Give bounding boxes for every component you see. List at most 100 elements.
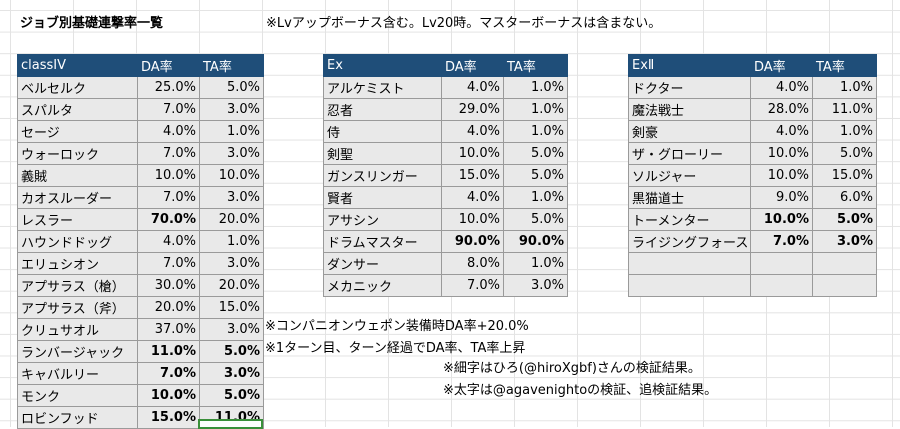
da-rate-cell[interactable]: 8.0% [441,252,504,275]
da-rate-cell[interactable]: 7.0% [441,274,504,297]
da-rate-cell[interactable]: 7.0% [137,252,200,275]
job-name-cell[interactable]: キャバルリー [17,362,138,385]
job-name-cell[interactable]: アプサラス（斧） [17,296,138,319]
ta-rate-cell[interactable]: 5.0% [199,384,264,407]
ta-rate-cell[interactable]: 1.0% [503,120,568,143]
job-name-cell[interactable]: アプサラス（槍） [17,274,138,297]
job-name-cell[interactable]: アサシン [323,208,442,231]
job-name-cell[interactable]: ガンスリンガー [323,164,442,187]
ta-rate-cell[interactable]: 5.0% [199,340,264,363]
ta-rate-cell[interactable]: 1.0% [199,230,264,253]
ta-rate-cell[interactable]: 3.0% [199,362,264,385]
job-name-cell[interactable]: モンク [17,384,138,407]
ta-rate-cell[interactable]: 3.0% [503,274,568,297]
ta-rate-cell[interactable]: 3.0% [199,318,264,341]
job-name-cell[interactable]: ランバージャック [17,340,138,363]
job-name-cell[interactable]: セージ [17,120,138,143]
ta-rate-cell[interactable]: 5.0% [503,208,568,231]
ta-rate-cell[interactable]: 3.0% [199,98,264,121]
ta-rate-cell[interactable]: 3.0% [812,230,877,253]
da-rate-cell[interactable]: 7.0% [137,362,200,385]
job-name-cell[interactable]: ウォーロック [17,142,138,165]
ta-rate-cell[interactable]: 5.0% [503,164,568,187]
job-name-cell[interactable]: ライジングフォース [628,230,751,253]
ta-rate-cell[interactable]: 1.0% [199,120,264,143]
ta-rate-cell[interactable]: 1.0% [503,252,568,275]
job-name-cell[interactable]: ソルジャー [628,164,751,187]
ta-rate-cell[interactable]: 90.0% [503,230,568,253]
job-name-cell[interactable]: アルケミスト [323,76,442,99]
da-rate-cell[interactable]: 4.0% [441,76,504,99]
da-rate-cell[interactable]: 10.0% [750,208,813,231]
job-name-cell[interactable]: メカニック [323,274,442,297]
da-rate-cell[interactable]: 11.0% [137,340,200,363]
job-name-cell[interactable]: トーメンター [628,208,751,231]
job-name-cell[interactable]: ザ・グローリー [628,142,751,165]
da-rate-cell[interactable]: 9.0% [750,186,813,209]
da-rate-cell[interactable]: 25.0% [137,76,200,99]
job-name-cell[interactable]: レスラー [17,208,138,231]
ta-rate-cell[interactable]: 5.0% [812,142,877,165]
job-name-cell[interactable] [628,252,751,275]
job-name-cell[interactable]: 義賊 [17,164,138,187]
header-da[interactable]: DA率 [137,54,200,77]
da-rate-cell[interactable]: 10.0% [750,164,813,187]
header-job[interactable]: Ex [323,54,442,77]
ta-rate-cell[interactable]: 1.0% [812,120,877,143]
job-name-cell[interactable]: ドラムマスター [323,230,442,253]
job-name-cell[interactable]: 剣豪 [628,120,751,143]
da-rate-cell[interactable]: 30.0% [137,274,200,297]
ta-rate-cell[interactable]: 5.0% [503,142,568,165]
job-name-cell[interactable]: エリュシオン [17,252,138,275]
da-rate-cell[interactable]: 4.0% [441,120,504,143]
da-rate-cell[interactable]: 4.0% [441,186,504,209]
da-rate-cell[interactable]: 10.0% [137,164,200,187]
header-ta[interactable]: TA率 [199,54,264,77]
ta-rate-cell[interactable]: 5.0% [199,76,264,99]
job-name-cell[interactable]: ベルセルク [17,76,138,99]
da-rate-cell[interactable]: 70.0% [137,208,200,231]
da-rate-cell[interactable]: 28.0% [750,98,813,121]
da-rate-cell[interactable]: 20.0% [137,296,200,319]
da-rate-cell[interactable]: 4.0% [750,76,813,99]
job-name-cell[interactable]: 賢者 [323,186,442,209]
ta-rate-cell[interactable]: 3.0% [199,142,264,165]
da-rate-cell[interactable]: 10.0% [441,142,504,165]
header-job[interactable]: classIV [17,54,138,77]
da-rate-cell[interactable]: 29.0% [441,98,504,121]
ta-rate-cell[interactable]: 10.0% [199,164,264,187]
job-name-cell[interactable]: ロビンフッド [17,406,138,429]
da-rate-cell[interactable] [750,274,813,297]
da-rate-cell[interactable]: 4.0% [137,230,200,253]
job-name-cell[interactable]: ハウンドドッグ [17,230,138,253]
ta-rate-cell[interactable]: 6.0% [812,186,877,209]
header-da[interactable]: DA率 [750,54,813,77]
selected-cell[interactable] [198,419,263,429]
ta-rate-cell[interactable]: 15.0% [199,296,264,319]
da-rate-cell[interactable]: 4.0% [137,120,200,143]
da-rate-cell[interactable]: 15.0% [441,164,504,187]
da-rate-cell[interactable]: 7.0% [137,98,200,121]
da-rate-cell[interactable]: 7.0% [750,230,813,253]
da-rate-cell[interactable]: 7.0% [137,142,200,165]
job-name-cell[interactable]: 黒猫道士 [628,186,751,209]
ta-rate-cell[interactable]: 3.0% [199,186,264,209]
ta-rate-cell[interactable]: 20.0% [199,274,264,297]
job-name-cell[interactable]: クリュサオル [17,318,138,341]
header-ta[interactable]: TA率 [812,54,877,77]
ta-rate-cell[interactable]: 1.0% [503,98,568,121]
da-rate-cell[interactable]: 10.0% [750,142,813,165]
job-name-cell[interactable]: カオスルーダー [17,186,138,209]
ta-rate-cell[interactable]: 5.0% [812,208,877,231]
da-rate-cell[interactable]: 37.0% [137,318,200,341]
da-rate-cell[interactable]: 15.0% [137,406,200,429]
job-name-cell[interactable]: 忍者 [323,98,442,121]
header-da[interactable]: DA率 [441,54,504,77]
da-rate-cell[interactable]: 90.0% [441,230,504,253]
header-ta[interactable]: TA率 [503,54,568,77]
header-job[interactable]: ExⅡ [628,54,751,77]
ta-rate-cell[interactable]: 11.0% [812,98,877,121]
da-rate-cell[interactable]: 7.0% [137,186,200,209]
job-name-cell[interactable]: スパルタ [17,98,138,121]
da-rate-cell[interactable]: 4.0% [750,120,813,143]
